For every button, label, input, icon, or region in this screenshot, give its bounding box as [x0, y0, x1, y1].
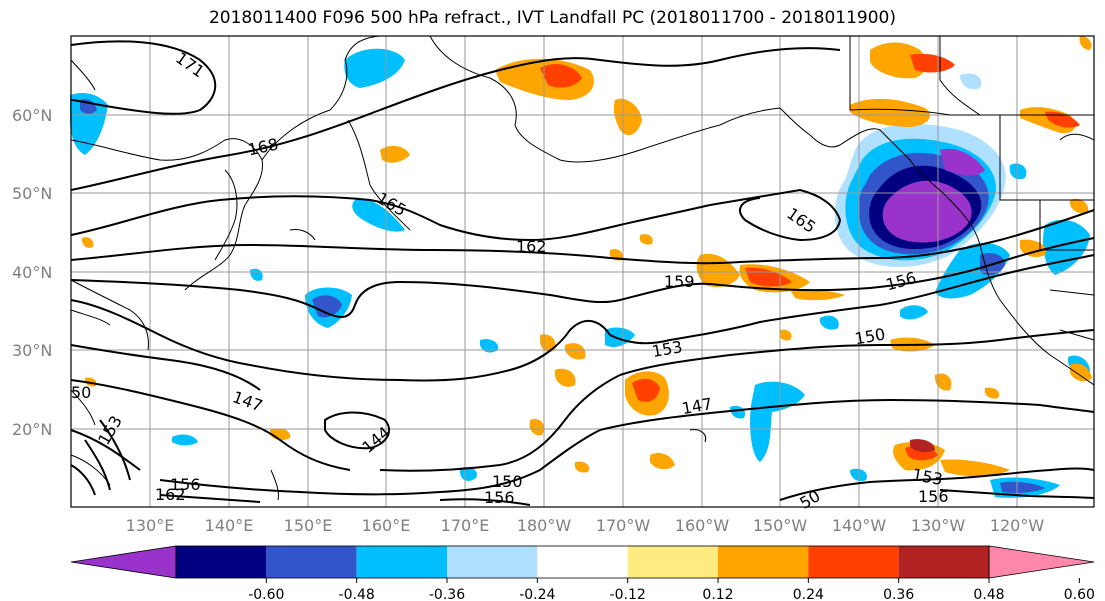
colorbar-swatch	[898, 546, 989, 578]
lon-label: 170°W	[596, 516, 651, 535]
colorbar-swatch	[537, 546, 628, 578]
map-title: 2018011400 F096 500 hPa refract., IVT La…	[208, 8, 896, 28]
colorbar-swatch	[176, 546, 267, 578]
contour-label: 159	[664, 272, 695, 291]
contour-label: 156	[918, 487, 949, 506]
plot-area: 171 168 165 165 162 159 156 150 153 147 …	[70, 35, 1095, 513]
colorbar-swatch	[266, 546, 357, 578]
longitude-labels: 130°E 140°E 150°E 160°E 170°E 180°W 170°…	[126, 516, 1045, 535]
lon-label: 140°W	[832, 516, 887, 535]
colorbar-swatch	[356, 546, 447, 578]
lat-label: 20°N	[12, 420, 52, 439]
colorbar-swatch	[70, 545, 177, 579]
contour-labels: 171 168 165 165 162 159 156 150 153 147 …	[71, 48, 949, 513]
colorbar-tick-label: -0.36	[429, 587, 465, 601]
colorbar-swatches	[70, 545, 1095, 579]
colorbar-frame	[175, 545, 990, 579]
colorbar-tick-label: 0.60	[1064, 587, 1095, 601]
lon-label: 160°W	[675, 516, 730, 535]
negative-shading	[70, 48, 1090, 498]
colorbar-tick-label: -0.48	[339, 587, 375, 601]
colorbar: -0.60 -0.48 -0.36 -0.24 -0.12 0.12 0.24 0.36 0.4…	[70, 545, 1095, 601]
colorbar-swatch	[988, 545, 1095, 579]
colorbar-swatch	[718, 546, 809, 578]
contour-label: 162	[155, 485, 186, 504]
colorbar-swatch	[627, 546, 718, 578]
lon-label: 120°W	[990, 516, 1045, 535]
gridlines	[71, 36, 1094, 507]
lat-label: 60°N	[12, 106, 52, 125]
lon-label: 160°E	[362, 516, 411, 535]
contour-label: 50	[71, 383, 91, 402]
colorbar-tick-label: -0.12	[610, 587, 646, 601]
colorbar-ticks: -0.60 -0.48 -0.36 -0.24 -0.12 0.12 0.24 0.36 0.4…	[248, 578, 1095, 601]
lon-label: 130°E	[126, 516, 175, 535]
colorbar-swatch	[447, 546, 538, 578]
lon-label: 150°W	[753, 516, 808, 535]
lat-label: 40°N	[12, 263, 52, 282]
height-contours	[70, 40, 1095, 506]
latitude-labels: 60°N 50°N 40°N 30°N 20°N	[12, 106, 52, 439]
colorbar-tick-label: 0.24	[793, 587, 824, 601]
colorbar-tick-label: 0.36	[883, 587, 914, 601]
lon-label: 170°E	[441, 516, 490, 535]
colorbar-swatch	[808, 546, 899, 578]
colorbar-tick-label: -0.24	[519, 587, 555, 601]
lon-label: 150°E	[284, 516, 333, 535]
plot-frame	[70, 35, 1095, 508]
lon-label: 180°W	[517, 516, 572, 535]
contour-label: 156	[484, 488, 515, 507]
contour-label: 150	[492, 472, 523, 491]
colorbar-tick-label: 0.48	[973, 587, 1004, 601]
lat-label: 30°N	[12, 341, 52, 360]
lat-label: 50°N	[12, 184, 52, 203]
contour-label: 156	[170, 475, 201, 494]
colorbar-tick-label: -0.60	[248, 587, 284, 601]
lon-label: 130°W	[911, 516, 966, 535]
contour-label: 162	[516, 237, 547, 256]
colorbar-tick-label: 0.12	[702, 587, 733, 601]
lon-label: 140°E	[205, 516, 254, 535]
